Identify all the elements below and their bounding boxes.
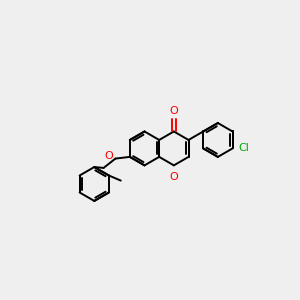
Text: Cl: Cl [239, 143, 250, 153]
Text: O: O [104, 151, 113, 161]
Text: O: O [169, 106, 178, 116]
Text: O: O [169, 172, 178, 182]
